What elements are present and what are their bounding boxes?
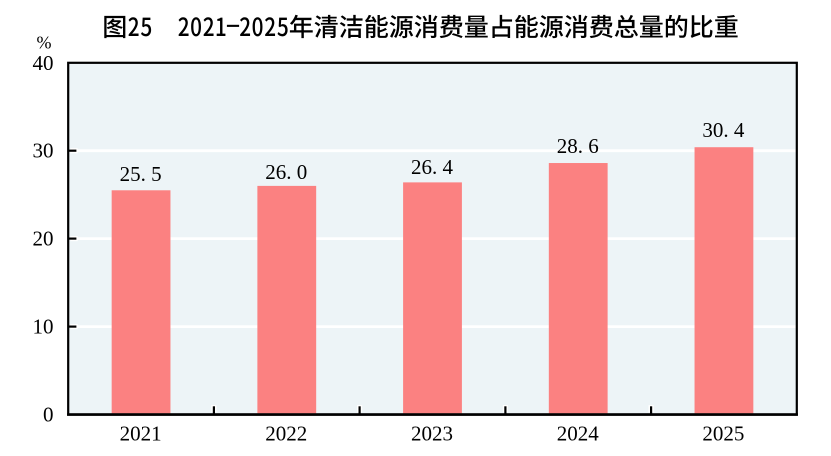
svg-text:2021: 2021 [120, 421, 162, 445]
svg-text:40: 40 [33, 51, 54, 75]
svg-text:26. 4: 26. 4 [411, 155, 454, 179]
svg-text:30: 30 [33, 139, 54, 163]
svg-text:20: 20 [33, 227, 54, 251]
svg-text:%: % [37, 33, 52, 53]
svg-text:28. 6: 28. 6 [557, 134, 599, 158]
svg-text:30. 4: 30. 4 [702, 118, 745, 142]
svg-text:2025: 2025 [702, 421, 744, 445]
svg-text:2023: 2023 [411, 421, 453, 445]
svg-text:2022: 2022 [265, 421, 307, 445]
svg-text:2024: 2024 [557, 421, 600, 445]
svg-text:25. 5: 25. 5 [120, 162, 162, 186]
svg-text:26. 0: 26. 0 [265, 160, 307, 184]
svg-text:0: 0 [43, 403, 54, 427]
svg-text:10: 10 [33, 315, 54, 339]
